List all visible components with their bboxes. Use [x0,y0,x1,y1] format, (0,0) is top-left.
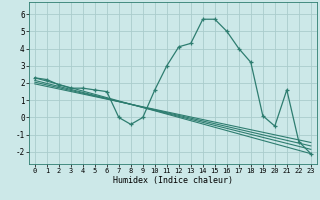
X-axis label: Humidex (Indice chaleur): Humidex (Indice chaleur) [113,176,233,185]
